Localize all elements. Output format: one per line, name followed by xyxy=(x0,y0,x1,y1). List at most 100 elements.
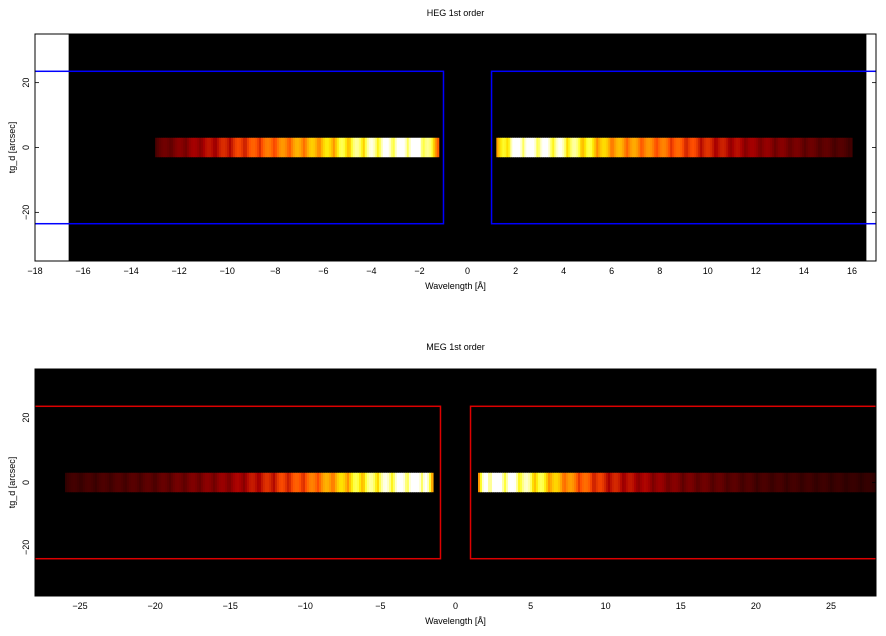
spectrum-pixel xyxy=(708,137,711,158)
spectrum-pixel xyxy=(716,137,719,158)
spectrum-pixel xyxy=(596,137,599,158)
spectrum-pixel xyxy=(594,137,597,158)
spectrum-pixel xyxy=(586,137,589,158)
spectrum-pixel xyxy=(812,472,815,493)
spectrum-pixel xyxy=(732,472,735,493)
spectrum-pixel xyxy=(364,137,368,158)
spectrum-pixel xyxy=(115,472,118,493)
spectrum-pixel xyxy=(656,472,659,493)
spectrum-pixel xyxy=(724,472,727,493)
spectrum-pixel xyxy=(396,472,400,493)
spectrum-pixel xyxy=(280,472,284,493)
spectrum-pixel xyxy=(816,472,819,493)
spectrum-pixel xyxy=(664,472,667,493)
spectrum-pixel xyxy=(822,137,825,158)
y-tick-label: 20 xyxy=(21,413,31,423)
spectrum-pixel xyxy=(278,137,282,158)
spectrum-pixel xyxy=(738,472,741,493)
spectrum-pixel xyxy=(690,137,693,158)
spectrum-pixel xyxy=(390,137,394,158)
spectrum-pixel xyxy=(117,472,120,493)
x-tick-label: −2 xyxy=(414,266,424,276)
spectrum-pixel xyxy=(274,137,278,158)
spectrum-pixel xyxy=(618,472,621,493)
spectrum-pixel xyxy=(570,137,573,158)
x-tick-label: −20 xyxy=(148,601,163,611)
spectrum-pixel xyxy=(410,472,414,493)
spectrum-pixel xyxy=(267,472,270,493)
spectrum-pixel xyxy=(173,472,176,493)
spectrum-pixel xyxy=(414,472,418,493)
spectrum-pixel xyxy=(330,137,334,158)
spectrum-pixel xyxy=(524,137,527,158)
x-tick-label: −8 xyxy=(270,266,280,276)
spectrum-pixel xyxy=(646,137,649,158)
spectrum-pixel xyxy=(686,137,689,158)
spectrum-pixel xyxy=(386,472,390,493)
spectrum-pixel xyxy=(820,472,823,493)
spectrum-pixel xyxy=(251,472,254,493)
spectrum-pixel xyxy=(518,137,521,158)
spectrum-pixel xyxy=(764,472,767,493)
spectrum-pixel xyxy=(728,472,731,493)
spectrum-pixel xyxy=(155,472,158,493)
spectrum-pixel xyxy=(197,472,200,493)
spectrum-pixel xyxy=(310,472,314,493)
y-tick-label: 0 xyxy=(21,145,31,150)
spectrum-pixel xyxy=(406,472,410,493)
spectrum-pixel xyxy=(209,137,212,158)
spectrum-pixel xyxy=(392,137,396,158)
spectrum-pixel xyxy=(616,472,619,493)
spectrum-pixel xyxy=(398,472,402,493)
spectrum-pixel xyxy=(270,137,274,158)
spectrum-pixel xyxy=(352,472,356,493)
spectrum-pixel xyxy=(242,137,246,158)
spectrum-pixel xyxy=(195,472,198,493)
spectrum-pixel xyxy=(602,137,605,158)
spectrum-pixel xyxy=(862,472,865,493)
spectrum-pixel xyxy=(830,472,833,493)
spectrum-pixel xyxy=(338,137,342,158)
spectrum-pixel xyxy=(139,472,142,493)
spectrum-pixel xyxy=(107,472,110,493)
x-axis-label: Wavelength [Å] xyxy=(425,616,486,626)
spectrum-pixel xyxy=(520,137,523,158)
spectrum-pixel xyxy=(424,472,428,493)
spectrum-pixel xyxy=(402,137,406,158)
spectrum-pixel xyxy=(552,472,555,493)
spectrum-pixel xyxy=(556,137,559,158)
spectrum-pixel xyxy=(111,472,114,493)
spectrum-pixel xyxy=(658,472,661,493)
spectrum-pixel xyxy=(408,472,412,493)
spectrum-pixel xyxy=(710,137,713,158)
spectrum-pixel xyxy=(538,137,541,158)
spectrum-pixel xyxy=(344,137,348,158)
spectrum-pixel xyxy=(141,472,144,493)
spectrum-pixel xyxy=(418,137,422,158)
spectrum-pixel xyxy=(738,137,741,158)
spectrum-pixel xyxy=(159,137,162,158)
spectrum-pixel xyxy=(280,137,284,158)
spectrum-pixel xyxy=(788,472,791,493)
spectrum-pixel xyxy=(310,137,314,158)
spectrum-pixel xyxy=(788,137,791,158)
spectrum-pixel xyxy=(680,472,683,493)
spectrum-pixel xyxy=(602,472,605,493)
spectrum-pixel xyxy=(780,472,783,493)
spectrum-pixel xyxy=(758,472,761,493)
spectrum-pixel xyxy=(556,472,559,493)
spectrum-pixel xyxy=(856,472,859,493)
spectrum-pixel xyxy=(213,137,216,158)
spectrum-pixel xyxy=(161,137,164,158)
spectrum-pixel xyxy=(322,137,326,158)
spectrum-pixel xyxy=(195,137,198,158)
spectrum-pixel xyxy=(352,137,356,158)
spectrum-pixel xyxy=(296,137,300,158)
spectrum-pixel xyxy=(273,472,276,493)
spectrum-pixel xyxy=(774,472,777,493)
spectrum-pixel xyxy=(227,472,230,493)
spectrum-pixel xyxy=(133,472,136,493)
spectrum-pixel xyxy=(520,472,523,493)
x-tick-label: 25 xyxy=(826,601,836,611)
